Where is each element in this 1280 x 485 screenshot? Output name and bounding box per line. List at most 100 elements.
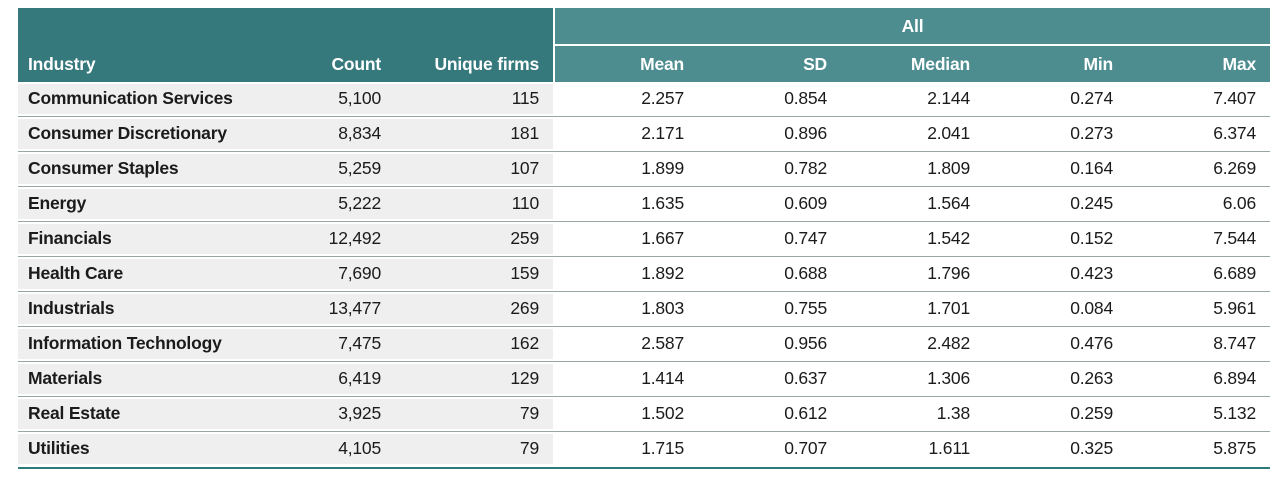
row-separator — [18, 116, 1270, 117]
mean-cell: 1.667 — [641, 228, 684, 249]
row-right-band: 1.715 0.707 1.611 0.325 5.875 — [555, 434, 1270, 464]
industry-cell: Utilities — [28, 438, 90, 459]
industry-cell: Health Care — [28, 263, 124, 284]
row-right-band: 1.635 0.609 1.564 0.245 6.06 — [555, 189, 1270, 219]
table-row: Materials 6,419 129 1.414 0.637 1.306 0.… — [18, 364, 1270, 394]
row-right-band: 1.414 0.637 1.306 0.263 6.894 — [555, 364, 1270, 394]
mean-cell: 1.635 — [641, 193, 684, 214]
median-cell: 1.306 — [927, 368, 970, 389]
industry-cell: Materials — [28, 368, 103, 389]
column-header-mean: Mean — [640, 53, 684, 74]
max-cell: 7.544 — [1213, 228, 1256, 249]
unique-firms-cell: 129 — [510, 368, 539, 389]
column-header-min: Min — [1083, 53, 1113, 74]
sub-header-band: Mean SD Median Min Max — [555, 46, 1270, 82]
mean-cell: 1.899 — [641, 158, 684, 179]
sd-cell: 0.707 — [784, 438, 827, 459]
median-cell: 1.611 — [928, 438, 971, 459]
row-separator — [18, 361, 1270, 362]
row-right-band: 2.171 0.896 2.041 0.273 6.374 — [555, 119, 1270, 149]
unique-firms-cell: 269 — [510, 298, 539, 319]
column-header-sd: SD — [803, 53, 827, 74]
row-left-band: Industrials 13,477 269 — [18, 294, 553, 324]
max-cell: 6.06 — [1222, 193, 1256, 214]
sd-cell: 0.782 — [784, 158, 827, 179]
group-header-all: All — [555, 8, 1270, 44]
unique-firms-cell: 79 — [519, 403, 539, 424]
row-left-band: Financials 12,492 259 — [18, 224, 553, 254]
table-row: Energy 5,222 110 1.635 0.609 1.564 0.245… — [18, 189, 1270, 219]
max-cell: 6.894 — [1213, 368, 1256, 389]
unique-firms-cell: 159 — [510, 263, 539, 284]
row-separator — [18, 221, 1270, 222]
min-cell: 0.476 — [1070, 333, 1113, 354]
median-cell: 2.482 — [927, 333, 970, 354]
row-left-band: Real Estate 3,925 79 — [18, 399, 553, 429]
count-cell: 7,475 — [338, 333, 381, 354]
row-left-band: Information Technology 7,475 162 — [18, 329, 553, 359]
mean-cell: 1.502 — [641, 403, 684, 424]
industry-cell: Information Technology — [28, 333, 222, 354]
max-cell: 6.689 — [1213, 263, 1256, 284]
column-header-median: Median — [910, 53, 970, 74]
table-header: Industry Count Unique firms All Mean SD … — [18, 8, 1270, 82]
row-right-band: 1.899 0.782 1.809 0.164 6.269 — [555, 154, 1270, 184]
sd-cell: 0.755 — [784, 298, 827, 319]
count-cell: 6,419 — [338, 368, 381, 389]
median-cell: 1.542 — [927, 228, 970, 249]
table-row: Information Technology 7,475 162 2.587 0… — [18, 329, 1270, 359]
column-header-count: Count — [331, 53, 381, 74]
sd-cell: 0.612 — [784, 403, 827, 424]
mean-cell: 1.892 — [641, 263, 684, 284]
sd-cell: 0.637 — [784, 368, 827, 389]
min-cell: 0.273 — [1070, 123, 1113, 144]
min-cell: 0.274 — [1070, 88, 1113, 109]
sd-cell: 0.747 — [784, 228, 827, 249]
mean-cell: 2.171 — [641, 123, 684, 144]
count-cell: 4,105 — [338, 438, 381, 459]
min-cell: 0.325 — [1070, 438, 1113, 459]
table-row: Consumer Discretionary 8,834 181 2.171 0… — [18, 119, 1270, 149]
min-cell: 0.164 — [1070, 158, 1113, 179]
sd-cell: 0.896 — [784, 123, 827, 144]
header-divider-line — [555, 44, 1270, 46]
row-right-band: 1.892 0.688 1.796 0.423 6.689 — [555, 259, 1270, 289]
column-header-max: Max — [1222, 53, 1257, 74]
row-left-band: Consumer Discretionary 8,834 181 — [18, 119, 553, 149]
unique-firms-cell: 181 — [510, 123, 539, 144]
row-separator — [18, 256, 1270, 257]
table-row: Consumer Staples 5,259 107 1.899 0.782 1… — [18, 154, 1270, 184]
table-row: Financials 12,492 259 1.667 0.747 1.542 … — [18, 224, 1270, 254]
industry-cell: Industrials — [28, 298, 115, 319]
industry-cell: Financials — [28, 228, 112, 249]
min-cell: 0.084 — [1070, 298, 1113, 319]
row-right-band: 1.667 0.747 1.542 0.152 7.544 — [555, 224, 1270, 254]
table-row: Real Estate 3,925 79 1.502 0.612 1.38 0.… — [18, 399, 1270, 429]
row-separator — [18, 326, 1270, 327]
max-cell: 6.374 — [1213, 123, 1256, 144]
min-cell: 0.245 — [1070, 193, 1113, 214]
row-separator — [18, 186, 1270, 187]
count-cell: 5,259 — [338, 158, 381, 179]
row-right-band: 2.587 0.956 2.482 0.476 8.747 — [555, 329, 1270, 359]
max-cell: 5.132 — [1213, 403, 1256, 424]
max-cell: 7.407 — [1213, 88, 1256, 109]
table-row: Health Care 7,690 159 1.892 0.688 1.796 … — [18, 259, 1270, 289]
table-row: Utilities 4,105 79 1.715 0.707 1.611 0.3… — [18, 434, 1270, 464]
count-cell: 3,925 — [338, 403, 381, 424]
mean-cell: 1.715 — [641, 438, 684, 459]
mean-cell: 2.587 — [641, 333, 684, 354]
min-cell: 0.152 — [1070, 228, 1113, 249]
table-body: Communication Services 5,100 115 2.257 0… — [18, 84, 1270, 464]
table-row: Communication Services 5,100 115 2.257 0… — [18, 84, 1270, 114]
header-left-block: Industry Count Unique firms — [18, 8, 553, 82]
row-separator — [18, 431, 1270, 432]
count-cell: 13,477 — [328, 298, 382, 319]
max-cell: 5.961 — [1213, 298, 1256, 319]
mean-cell: 2.257 — [641, 88, 684, 109]
unique-firms-cell: 107 — [510, 158, 539, 179]
table-bottom-border — [18, 467, 1270, 469]
min-cell: 0.259 — [1070, 403, 1113, 424]
count-cell: 12,492 — [328, 228, 382, 249]
row-left-band: Consumer Staples 5,259 107 — [18, 154, 553, 184]
